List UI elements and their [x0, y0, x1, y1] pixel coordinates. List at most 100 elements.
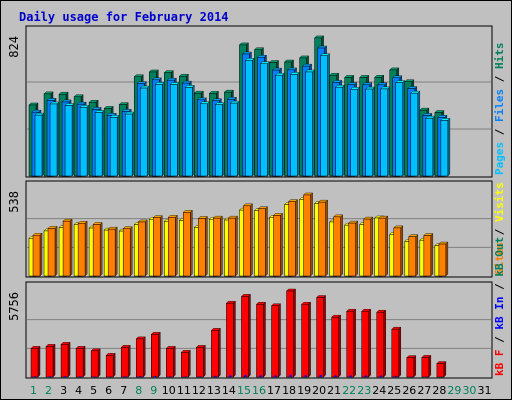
bottom-kbytes-bar-6-side [113, 353, 115, 377]
bottom-kbytes-bar-17-side [279, 304, 281, 377]
bottom-kbytes-bar-1-side [38, 346, 40, 377]
chart-title: Daily usage for February 2014 [19, 10, 229, 24]
bottom-kbytes-bar-24-front [377, 312, 384, 377]
bottom-series-label-segment-2: kB In [493, 297, 506, 330]
top-pages-bar-18-front [291, 74, 298, 176]
bottom-kbytes-bar-15-side [248, 294, 250, 377]
middle-sites-bar-8-front [138, 222, 145, 276]
bottom-kbytes-bar-16 [256, 302, 265, 377]
top-pages-bar-28-front [441, 120, 448, 176]
middle-sites-bar-4-side [85, 221, 87, 276]
x-tick-label-1: 1 [30, 384, 37, 397]
bottom-kbytes-bar-19-front [302, 304, 309, 377]
bottom-kb-in-bar-24 [380, 375, 382, 377]
x-tick-label-16: 16 [252, 384, 266, 397]
middle-sites-bar-25 [394, 226, 403, 276]
middle-sites-bar-17 [274, 213, 283, 276]
top-pages-bar-24-side [388, 87, 390, 176]
middle-sites-bar-25-front [394, 228, 401, 276]
bottom-kbytes-bar-21 [332, 315, 341, 377]
x-tick-label-9: 9 [150, 384, 157, 397]
top-pages-bar-1-front [35, 115, 42, 176]
top-series-label-segment-4: Hits [493, 43, 506, 70]
bottom-kbytes-bar-19 [302, 302, 311, 377]
middle-sites-bar-5-front [93, 225, 100, 276]
bottom-kb-in-bar-13 [214, 376, 216, 377]
top-pages-bar-9 [155, 82, 164, 176]
top-pages-bar-20-side [328, 54, 330, 176]
bottom-kbytes-bar-9-front [151, 334, 158, 377]
middle-sites-bar-13-front [213, 218, 220, 276]
top-pages-bar-16-front [260, 64, 267, 176]
middle-sites-bar-1-front [33, 235, 40, 276]
bottom-kbytes-bar-26 [407, 356, 416, 377]
middle-sites-bar-10-front [168, 217, 175, 276]
x-tick-label-26: 26 [402, 384, 416, 397]
top-pages-bar-25-front [396, 83, 403, 176]
bottom-kbytes-bar-19-side [309, 302, 311, 377]
x-tick-label-17: 17 [267, 384, 281, 397]
top-pages-bar-17-front [276, 75, 283, 176]
bottom-kbytes-bar-22 [347, 309, 356, 377]
bottom-kbytes-bar-8 [136, 337, 145, 377]
bottom-kb-in-bar-7 [124, 376, 126, 377]
middle-sites-bar-6 [108, 227, 117, 276]
bottom-kbytes-bar-11 [181, 350, 190, 377]
bottom-kb-in-bar-21 [335, 376, 337, 377]
top-pages-bar-10-front [170, 84, 177, 176]
bottom-kbytes-bar-28-front [437, 364, 444, 377]
middle-sites-bar-10-side [175, 215, 177, 276]
middle-series-label-segment-2: Visits [493, 182, 506, 222]
bottom-kbytes-bar-8-front [136, 339, 143, 377]
top-pages-bar-14 [230, 101, 239, 176]
bottom-kbytes-bar-13-side [218, 328, 220, 377]
top-pages-bar-22-side [358, 87, 360, 176]
top-pages-bar-14-front [230, 103, 237, 176]
bottom-kbytes-bar-11-front [181, 352, 188, 377]
middle-sites-bar-19 [304, 193, 313, 276]
middle-sites-bar-23 [364, 217, 373, 276]
bottom-kbytes-bar-4-front [76, 348, 83, 377]
top-pages-bar-13 [215, 103, 224, 176]
middle-sites-bar-16-side [265, 207, 267, 276]
bottom-kbytes-bar-15-front [241, 296, 248, 377]
top-pages-bar-1 [35, 113, 44, 176]
middle-sites-bar-3-front [63, 221, 70, 276]
middle-sites-bar-15-side [250, 204, 252, 276]
bottom-kbytes-bar-1-front [31, 348, 38, 377]
top-pages-bar-12 [200, 102, 209, 176]
top-series-label: Pages / Files / Hits [493, 43, 506, 176]
middle-sites-bar-27-front [424, 236, 431, 276]
bottom-kbytes-bar-26-side [414, 356, 416, 377]
bottom-kbytes-bar-6 [106, 353, 115, 377]
top-pages-bar-12-side [207, 102, 209, 176]
middle-sites-bar-28-front [439, 244, 446, 276]
bottom-kb-in-bar-14 [229, 375, 231, 377]
x-tick-label-28: 28 [432, 384, 446, 397]
middle-sites-bar-6-front [108, 229, 115, 276]
middle-sites-bar-19-front [304, 195, 311, 276]
middle-sites-bar-28 [439, 242, 448, 276]
bottom-kbytes-bar-23 [362, 309, 371, 377]
bottom-kb-in-bar-1 [34, 376, 36, 377]
middle-sites-bar-24-side [386, 216, 388, 276]
bottom-kb-in-bar-22 [350, 375, 352, 377]
middle-sites-bar-3-side [70, 219, 72, 276]
x-tick-label-22: 22 [342, 384, 356, 397]
bottom-series-label: kB F / kB In / kB Out [493, 237, 506, 376]
bottom-kbytes-bar-2-front [46, 346, 53, 377]
top-pages-bar-11 [185, 85, 194, 176]
bottom-kbytes-bar-3 [61, 342, 70, 377]
top-pages-bar-22-front [351, 89, 358, 176]
top-series-label-segment-2: Files [493, 89, 506, 122]
middle-y-max-label: 538 [7, 191, 21, 213]
x-tick-label-3: 3 [60, 384, 67, 397]
bottom-kb-in-bar-11 [184, 376, 186, 377]
bottom-kbytes-bar-17 [272, 304, 281, 377]
top-pages-bar-28 [441, 118, 450, 176]
top-pages-bar-3 [65, 104, 74, 177]
bottom-kb-in-bar-12 [199, 376, 201, 377]
